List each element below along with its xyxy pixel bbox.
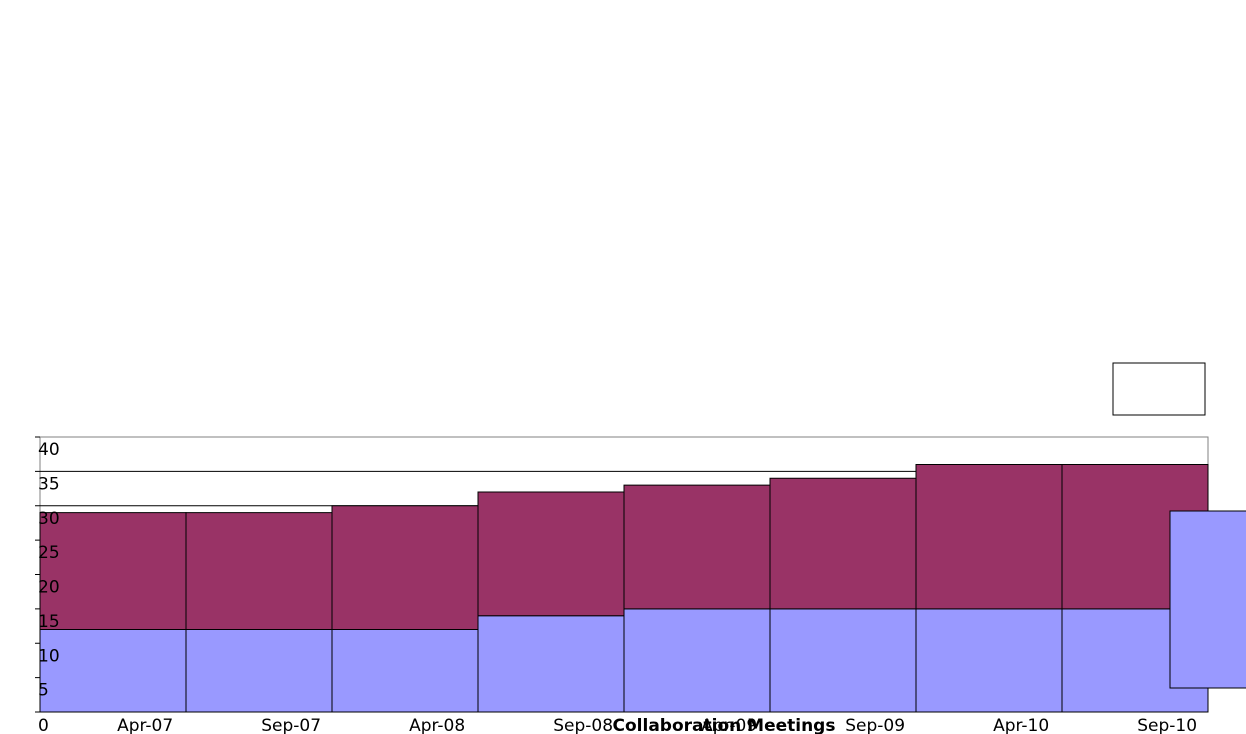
y-tick-label: 25: [38, 543, 60, 563]
bar-segment-series-1: [623, 608, 771, 713]
x-axis-title: Collaboration Meetings: [613, 716, 836, 734]
bar-segment-series-1: [39, 629, 187, 713]
bar-segment-series-1: [477, 615, 625, 713]
legend-box: [1112, 362, 1206, 416]
x-axis: Apr-07 Sep-07 Apr-08 Sep-08 Apr-09 Sep-09 Apr-…: [117, 716, 1197, 734]
bar-segment-series-1: [769, 608, 917, 713]
y-tick-label: 15: [38, 612, 60, 632]
y-axis: 0 5 10 15 20 25 30 35 40: [35, 436, 60, 734]
bar-segment-series-1: [915, 608, 1063, 713]
y-tick-label: 0: [38, 716, 49, 734]
bar-segment-series-2: [769, 477, 917, 610]
y-tick-label: 35: [38, 474, 60, 494]
y-tick-label: 40: [38, 440, 60, 460]
x-tick-label: Apr-08: [409, 716, 465, 734]
bar-segment-series-2: [185, 512, 333, 630]
y-tick-label: 5: [38, 681, 49, 701]
overlay-panel: [1169, 510, 1246, 689]
x-tick-label: Apr-09: [701, 716, 757, 734]
bar-segment-series-2: [331, 505, 479, 630]
y-tick-label: 30: [38, 509, 60, 529]
bar-segment-series-2: [477, 491, 625, 617]
bar-segment-series-1: [185, 629, 333, 713]
y-tick-label: 10: [38, 646, 60, 666]
x-tick-label: Sep-07: [261, 716, 321, 734]
y-tick-label: 20: [38, 578, 60, 598]
bar-segment-series-2: [39, 512, 187, 630]
x-tick-label: Sep-10: [1137, 716, 1197, 734]
x-tick-label: Sep-09: [845, 716, 905, 734]
x-tick-label: Apr-10: [993, 716, 1049, 734]
bar-segment-series-2: [915, 464, 1063, 610]
x-tick-label: Apr-07: [117, 716, 173, 734]
x-tick-label: Sep-08: [553, 716, 613, 734]
bar-segment-series-1: [331, 629, 479, 713]
bar-segment-series-2: [623, 484, 771, 610]
